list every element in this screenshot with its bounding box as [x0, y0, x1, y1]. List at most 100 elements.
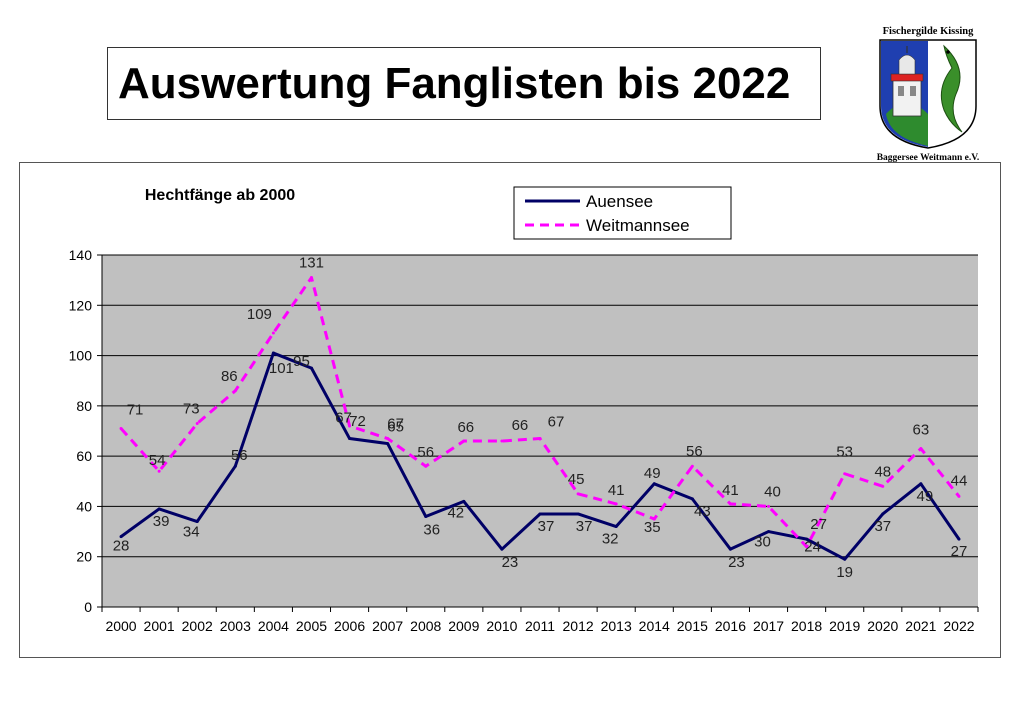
data-point-auensee	[614, 525, 618, 529]
y-tick-label: 40	[76, 498, 92, 514]
data-label-weitmannsee: 45	[568, 471, 585, 488]
data-label-auensee: 101	[269, 360, 294, 377]
data-point-weitmannsee	[690, 464, 694, 468]
data-point-weitmannsee	[119, 426, 123, 430]
data-point-auensee	[309, 366, 313, 370]
data-point-weitmannsee	[728, 502, 732, 506]
x-tick-label: 2013	[601, 618, 632, 634]
data-point-weitmannsee	[462, 439, 466, 443]
x-tick-label: 2003	[220, 618, 251, 634]
x-tick-label: 2019	[829, 618, 860, 634]
data-point-weitmannsee	[157, 469, 161, 473]
data-label-weitmannsee: 66	[457, 419, 474, 436]
data-point-weitmannsee	[843, 472, 847, 476]
data-point-auensee	[728, 547, 732, 551]
data-label-weitmannsee: 40	[764, 483, 781, 500]
x-tick-label: 2012	[563, 618, 594, 634]
data-label-auensee: 43	[694, 503, 711, 520]
data-point-auensee	[576, 512, 580, 516]
x-tick-label: 2008	[410, 618, 441, 634]
data-point-auensee	[348, 437, 352, 441]
data-point-auensee	[195, 520, 199, 524]
x-tick-label: 2007	[372, 618, 403, 634]
data-point-weitmannsee	[614, 502, 618, 506]
x-tick-label: 2005	[296, 618, 327, 634]
data-point-auensee	[881, 512, 885, 516]
data-point-auensee	[119, 535, 123, 539]
data-label-auensee: 28	[113, 538, 130, 555]
legend-label-auensee: Auensee	[586, 192, 653, 211]
data-label-auensee: 36	[423, 521, 440, 538]
data-label-weitmannsee: 73	[183, 400, 200, 417]
data-label-weitmannsee: 56	[686, 443, 703, 460]
x-tick-label: 2021	[905, 618, 936, 634]
data-label-auensee: 37	[538, 518, 555, 535]
y-tick-label: 140	[69, 247, 93, 263]
data-point-auensee	[462, 499, 466, 503]
data-label-weitmannsee: 54	[149, 452, 166, 469]
data-label-auensee: 34	[183, 524, 200, 541]
data-label-auensee: 30	[754, 534, 771, 551]
data-label-auensee: 32	[602, 531, 619, 548]
chart-legend: Auensee Weitmannsee	[513, 186, 732, 240]
chart-area: 0 20 40 60 80 100 120 140 2000 2001 2002 2003 2004 20…	[19, 162, 1001, 658]
data-label-weitmannsee: 66	[512, 417, 529, 434]
data-point-auensee	[157, 507, 161, 511]
data-point-auensee	[652, 482, 656, 486]
data-point-auensee	[805, 537, 809, 541]
data-label-auensee: 23	[728, 554, 745, 571]
data-point-weitmannsee	[271, 331, 275, 335]
data-label-auensee: 27	[951, 543, 968, 560]
data-point-auensee	[500, 547, 504, 551]
y-tick-label: 20	[76, 549, 92, 565]
y-tick-label: 100	[69, 348, 93, 364]
data-label-auensee: 39	[153, 513, 170, 530]
plot-background	[102, 255, 978, 607]
data-point-weitmannsee	[576, 492, 580, 496]
x-tick-label: 2017	[753, 618, 784, 634]
data-label-weitmannsee: 109	[247, 306, 272, 323]
y-tick-label: 120	[69, 297, 93, 313]
data-label-weitmannsee: 41	[608, 482, 625, 499]
data-point-auensee	[233, 464, 237, 468]
x-tick-label: 2004	[258, 618, 289, 634]
data-label-auensee: 19	[836, 564, 853, 581]
data-label-auensee: 37	[576, 518, 593, 535]
data-label-auensee: 49	[917, 488, 934, 505]
x-tick-label: 2018	[791, 618, 822, 634]
x-tick-label: 2015	[677, 618, 708, 634]
data-label-auensee: 23	[502, 554, 519, 571]
line-chart: 0 20 40 60 80 100 120 140 2000 2001 2002 2003 2004 20…	[69, 186, 979, 634]
data-point-auensee	[843, 557, 847, 561]
data-label-weitmannsee: 56	[417, 444, 434, 461]
data-point-auensee	[690, 497, 694, 501]
data-point-weitmannsee	[767, 504, 771, 508]
data-label-auensee: 42	[447, 504, 464, 521]
data-point-weitmannsee	[348, 424, 352, 428]
data-label-auensee: 27	[810, 516, 827, 533]
data-point-weitmannsee	[424, 464, 428, 468]
chart-title: Hechtfänge ab 2000	[145, 187, 295, 204]
data-point-weitmannsee	[195, 421, 199, 425]
x-tick-label: 2014	[639, 618, 670, 634]
data-point-auensee	[538, 512, 542, 516]
slide-title: Auswertung Fanglisten bis 2022	[107, 47, 821, 120]
data-point-auensee	[919, 482, 923, 486]
data-label-weitmannsee: 86	[221, 368, 238, 385]
data-label-weitmannsee: 63	[913, 422, 930, 439]
data-point-auensee	[424, 514, 428, 518]
y-tick-label: 80	[76, 398, 92, 414]
data-label-auensee: 37	[874, 518, 891, 535]
x-tick-label: 2006	[334, 618, 365, 634]
data-point-auensee	[957, 537, 961, 541]
data-point-weitmannsee	[309, 276, 313, 280]
x-tick-label: 2000	[105, 618, 136, 634]
data-point-weitmannsee	[652, 517, 656, 521]
data-label-weitmannsee: 24	[804, 539, 821, 556]
data-label-weitmannsee: 44	[951, 472, 968, 489]
data-label-weitmannsee: 35	[644, 519, 661, 536]
data-point-auensee	[386, 442, 390, 446]
data-point-auensee	[767, 530, 771, 534]
data-label-weitmannsee: 67	[387, 416, 404, 433]
data-label-weitmannsee: 72	[349, 413, 366, 430]
